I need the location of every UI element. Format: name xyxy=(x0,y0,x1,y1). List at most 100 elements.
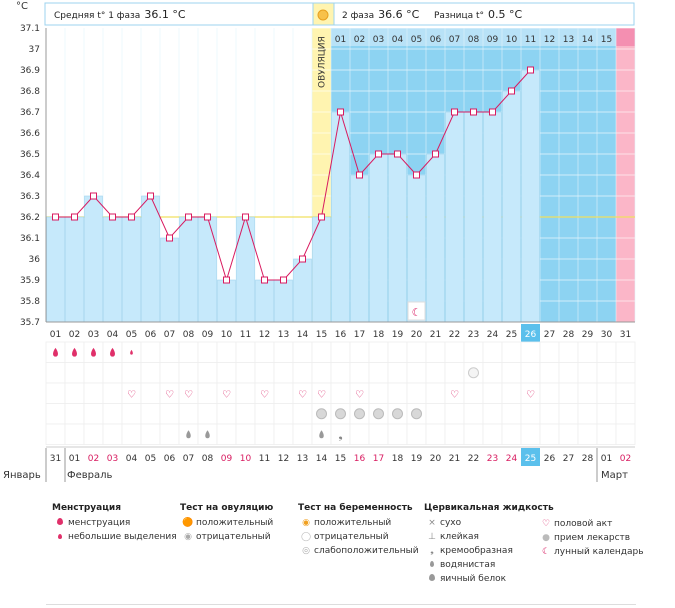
marker-cell xyxy=(140,403,161,425)
y-tick-label: 37 xyxy=(29,45,40,55)
temperature-point xyxy=(204,213,211,221)
calendar-date: 07 xyxy=(183,454,194,464)
phase2-day-label: 10 xyxy=(506,35,518,45)
y-tick-label: 35.8 xyxy=(20,297,40,307)
marker-cell xyxy=(45,403,66,425)
marker-cell xyxy=(197,403,218,425)
legend-item: половой акт xyxy=(554,519,613,529)
x-tick-label: 16 xyxy=(335,330,347,340)
marker-cell xyxy=(178,362,199,384)
x-tick-label: 26 xyxy=(525,330,537,340)
calendar-date: 10 xyxy=(240,454,252,464)
x-tick-label: 25 xyxy=(506,330,517,340)
ovulation-negative-icon: ◉ xyxy=(184,532,192,542)
day-bar xyxy=(293,258,312,323)
marker-cell xyxy=(273,382,294,404)
marker-cell xyxy=(520,341,541,363)
calendar-date: 28 xyxy=(582,454,594,464)
calendar-date: 22 xyxy=(468,454,479,464)
temperature-point xyxy=(90,192,97,200)
phase2-day-label: 03 xyxy=(373,35,384,45)
test-marker xyxy=(411,408,422,420)
marker-cell xyxy=(406,341,427,363)
marker-cell xyxy=(349,362,370,384)
calendar-date: 18 xyxy=(392,454,404,464)
marker-cell xyxy=(368,362,389,384)
y-tick-label: 36.2 xyxy=(20,213,40,223)
test-marker xyxy=(392,408,403,420)
legend-item: менструация xyxy=(68,518,131,528)
heart-icon: ♡ xyxy=(541,519,551,529)
calendar-highlight xyxy=(521,448,540,466)
moon-marker: ☾ xyxy=(412,306,422,319)
marker-cell xyxy=(292,341,313,363)
phase2-day-label: 15 xyxy=(601,35,612,45)
x-tick-label: 30 xyxy=(601,330,613,340)
marker-cell xyxy=(235,382,256,404)
calendar-date: 04 xyxy=(126,454,138,464)
legend-item: отрицательный xyxy=(314,532,389,542)
heart-marker: ♡ xyxy=(260,389,269,400)
chart-header: °C Средняя t° 1 фаза 36.1 °C 2 фаза 36.6 °… xyxy=(16,1,635,26)
marker-cell xyxy=(64,382,85,404)
highlight-day-box xyxy=(521,324,540,342)
legend-title: Тест на овуляцию xyxy=(180,503,274,513)
marker-cell xyxy=(482,382,503,404)
marker-cell xyxy=(577,362,598,384)
marker-cell xyxy=(292,403,313,425)
y-tick-label: 36.6 xyxy=(20,129,40,139)
marker-cell xyxy=(539,403,560,425)
x-tick-label: 04 xyxy=(107,330,119,340)
legend-ovulation-test: Тест на овуляцию 🟠 положительный ◉ отрицат… xyxy=(180,503,273,544)
legend-item: слабоположительный xyxy=(314,546,419,556)
temperature-point xyxy=(166,234,173,242)
calendar-date: 02 xyxy=(620,454,631,464)
marker-cell xyxy=(596,362,617,384)
y-tick-label: 36.8 xyxy=(20,87,40,97)
phase2-day-label: 09 xyxy=(487,35,499,45)
marker-cell xyxy=(197,382,218,404)
phase2-day-label: 01 xyxy=(335,35,346,45)
svg-text:Разница t°0.5 °C: Разница t° 0.5 °C xyxy=(434,8,522,21)
marker-cell xyxy=(558,362,579,384)
day-bar xyxy=(141,195,160,323)
drop-marker xyxy=(54,349,57,355)
temperature-point xyxy=(356,171,363,179)
phase2-day-label: 05 xyxy=(411,35,422,45)
drop-marker xyxy=(186,430,191,439)
unit-label: °C xyxy=(16,1,28,12)
phase2-day-label: 07 xyxy=(449,35,460,45)
marker-cell xyxy=(406,382,427,404)
temperature-point xyxy=(109,213,116,221)
y-tick-label: 36.9 xyxy=(20,66,40,76)
x-tick-label: 23 xyxy=(468,330,479,340)
calendar-date: 25 xyxy=(525,454,536,464)
drop-marker xyxy=(73,349,76,355)
day-bar xyxy=(312,216,331,323)
day-bar xyxy=(46,216,65,323)
phase1-value: 36.1 °C xyxy=(144,8,185,21)
calendar-date: 31 xyxy=(50,454,61,464)
marker-cell xyxy=(121,423,142,445)
heart-marker: ♡ xyxy=(127,389,136,400)
month-label: Март xyxy=(601,470,628,481)
marker-cell xyxy=(292,423,313,445)
x-tick-label: 03 xyxy=(88,330,99,340)
day-bar xyxy=(65,216,84,323)
marker-cell xyxy=(596,423,617,445)
legend-title: Тест на беременность xyxy=(298,503,413,513)
test-marker xyxy=(354,408,365,420)
marker-cell xyxy=(539,423,560,445)
marker-cell xyxy=(558,341,579,363)
marker-cell xyxy=(577,341,598,363)
legend-item: положительный xyxy=(196,518,274,528)
marker-cell xyxy=(558,423,579,445)
x-tick-label: 31 xyxy=(620,330,631,340)
test-marker xyxy=(316,408,327,420)
marker-cell xyxy=(463,341,484,363)
marker-cell xyxy=(577,382,598,404)
x-tick-label: 02 xyxy=(69,330,80,340)
menstruation-icon xyxy=(52,516,68,530)
marker-cell xyxy=(178,341,199,363)
calendar-date: 02 xyxy=(88,454,99,464)
